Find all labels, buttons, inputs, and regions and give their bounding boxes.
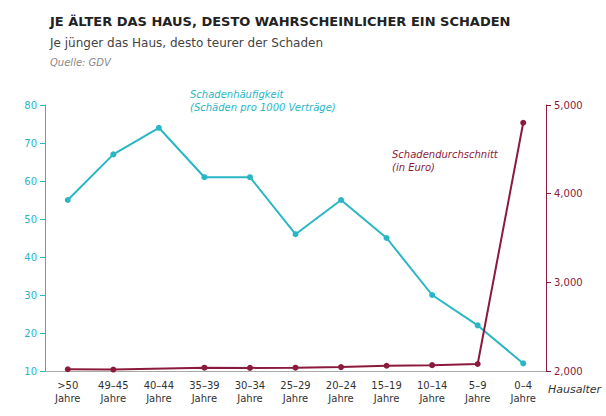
svg-text:0–4: 0–4: [514, 380, 532, 391]
svg-text:Jahre: Jahre: [145, 393, 171, 404]
svg-text:40–44: 40–44: [144, 380, 174, 391]
svg-text:50: 50: [24, 214, 37, 225]
svg-text:Jahre: Jahre: [282, 393, 308, 404]
svg-text:20: 20: [24, 328, 37, 339]
svg-text:Schadenhäufigkeit: Schadenhäufigkeit: [190, 89, 284, 100]
svg-text:>50: >50: [57, 380, 78, 391]
svg-text:Jahre: Jahre: [418, 393, 444, 404]
svg-text:Jahre: Jahre: [509, 393, 535, 404]
svg-text:35–39: 35–39: [189, 380, 219, 391]
svg-text:Jahre: Jahre: [191, 393, 217, 404]
svg-text:80: 80: [24, 100, 37, 111]
svg-text:70: 70: [24, 138, 37, 149]
svg-text:40: 40: [24, 252, 37, 263]
svg-text:Quelle: GDV: Quelle: GDV: [50, 57, 112, 68]
svg-text:3,000: 3,000: [554, 277, 583, 288]
svg-text:5,000: 5,000: [554, 100, 583, 111]
svg-text:4,000: 4,000: [554, 188, 583, 199]
svg-text:5–9: 5–9: [469, 380, 487, 391]
svg-text:Hausalter: Hausalter: [548, 383, 603, 396]
svg-text:30–34: 30–34: [235, 380, 265, 391]
svg-text:Jahre: Jahre: [464, 393, 490, 404]
svg-text:20–24: 20–24: [326, 380, 356, 391]
svg-text:(in Euro): (in Euro): [392, 162, 435, 173]
svg-text:30: 30: [24, 290, 37, 301]
svg-text:Schadendurchschnitt: Schadendurchschnitt: [392, 149, 499, 160]
svg-text:49–45: 49–45: [98, 380, 128, 391]
svg-text:JE ÄLTER DAS HAUS, DESTO WAHRS: JE ÄLTER DAS HAUS, DESTO WAHRSCHEINLICHE…: [49, 14, 510, 29]
svg-text:15–19: 15–19: [371, 380, 401, 391]
svg-text:(Schäden pro 1000 Verträge): (Schäden pro 1000 Verträge): [190, 102, 336, 113]
svg-text:Jahre: Jahre: [327, 393, 353, 404]
svg-text:10–14: 10–14: [417, 380, 447, 391]
svg-text:Je jünger das Haus, desto teur: Je jünger das Haus, desto teurer der Sch…: [49, 36, 323, 50]
svg-text:2,000: 2,000: [554, 366, 583, 377]
svg-text:Jahre: Jahre: [54, 393, 80, 404]
svg-text:60: 60: [24, 176, 37, 187]
svg-text:Jahre: Jahre: [373, 393, 399, 404]
svg-text:10: 10: [24, 366, 37, 377]
svg-text:Jahre: Jahre: [236, 393, 262, 404]
svg-text:Jahre: Jahre: [100, 393, 126, 404]
svg-text:25–29: 25–29: [280, 380, 310, 391]
